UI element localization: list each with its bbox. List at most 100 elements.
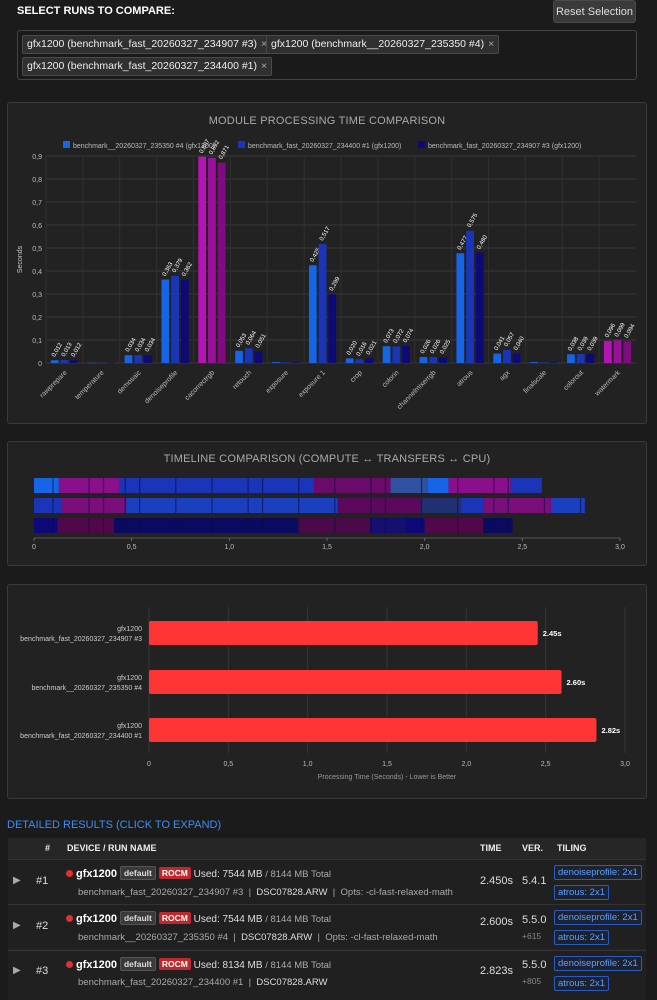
remove-icon[interactable]: × [488,38,495,50]
bar [180,279,189,363]
remove-icon[interactable]: × [261,38,268,50]
timeline-tick [370,478,372,493]
bar [50,360,59,363]
timeline-segment [57,518,115,533]
bar [613,340,622,363]
rocm-badge: ROCM [158,867,191,879]
timeline-tick [457,478,459,493]
bar [217,162,226,363]
timeline-segment [461,498,484,513]
x-tick-label: retouch [232,369,254,391]
timeline-segment [420,498,462,513]
timeline-tick [139,518,141,533]
x-tick-label: 2,0 [461,761,471,768]
timeline-tick [52,498,54,513]
detailed-results-title[interactable]: DETAILED RESULTS (CLICK TO EXPAND) [7,819,222,831]
y-tick-label: 0,7 [32,200,42,207]
timeline-segment [34,478,59,493]
col-header-time: TIME [480,843,502,853]
value-label: 2.60s [567,678,586,687]
timeline-tick [124,518,126,533]
expand-icon[interactable]: ▶ [13,920,21,931]
timeline-tick [102,518,105,533]
timeline-tick [175,478,177,493]
module-chart-panel: MODULE PROCESSING TIME COMPARISON 0 0,1 0,… [7,102,647,424]
table-row[interactable]: ▶ #2 gfx1200 default ROCM Used: 7544 MB / … [8,904,646,949]
device-name: gfx1200 [76,959,117,971]
bar [244,348,253,363]
bar [512,353,521,363]
tiling-badge: atrous: 2x1 [554,976,609,991]
bar [576,354,585,363]
bar [429,357,438,363]
expand-icon[interactable]: ▶ [13,875,21,886]
x-tick-label: agx [498,369,511,382]
timeline-tick [384,498,387,513]
expand-icon[interactable]: ▶ [13,965,21,976]
x-tick-label: atrous [456,369,475,388]
y-tick-label: 0 [38,361,42,368]
x-tick-label: crop [349,369,364,384]
y-tick-label: 0,2 [32,315,42,322]
timeline-tick [211,518,213,533]
y-tick-label: 0,5 [32,246,42,253]
category-label: benchmark_fast_20260327_234907 #3 [20,636,142,643]
timeline-tick [420,478,423,493]
tiling-badge: denoiseprofile: 2x1 [554,865,642,880]
opts: Opts: -cl-fast-relaxed-math [325,932,438,943]
bar [439,357,447,363]
bar [149,718,597,742]
timeline-segment [34,518,58,533]
y-tick-label: 0,3 [32,292,42,299]
bar [419,357,428,363]
device-name: gfx1200 [76,913,117,925]
x-tick-label: 1,5 [322,544,332,551]
remove-icon[interactable]: × [261,60,268,72]
tiling-badge: atrous: 2x1 [554,885,609,900]
bar [466,230,474,363]
timeline-tick [420,498,423,513]
timeline-chart: 0 0,5 1,0 1,5 2,0 2,5 3,0 [32,478,625,551]
x-tick-label: 1,0 [303,761,313,768]
timeline-tick [457,518,459,533]
table-row[interactable]: ▶ #1 gfx1200 default ROCM Used: 7544 MB / … [8,859,646,904]
timeline-segment [126,498,338,513]
timeline-segment [483,498,552,513]
x-tick-label: watermark [593,369,622,398]
timeline-tick [52,518,54,533]
x-tick-label: rawprepare [39,369,69,399]
timeline-tick [139,478,141,493]
data-label: 0,039 [587,335,600,352]
tiling-badge: atrous: 2x1 [554,930,609,945]
run-meta: benchmark_fast_20260327_234907 #3 | DSC0… [78,887,453,898]
tiling-badge: denoiseprofile: 2x1 [554,956,642,971]
bar [208,157,216,363]
memory-total: / 8144 MB Total [262,960,332,971]
bar [539,362,548,363]
y-tick-label: 0,6 [32,223,42,230]
category-label: benchmark_fast_20260327_234400 #1 [20,733,142,740]
table-row[interactable]: ▶ #3 gfx1200 default ROCM Used: 8134 MB / … [8,950,646,1000]
module-bar-chart: 0 0,1 0,2 0,3 0,4 0,5 0,6 0,7 0,8 0,9 Seconds 0,012… [17,138,637,411]
col-header-tiling: TILING [557,843,587,853]
x-tick-label: 3,0 [615,544,625,551]
category-label: gfx1200 [117,723,142,730]
status-dot-icon [66,915,73,922]
timeline-tick [420,518,423,533]
reset-selection-button[interactable]: Reset Selection [553,0,636,23]
select-runs-title: SELECT RUNS TO COMPARE: [17,5,175,17]
version: 5.4.1 [522,875,547,887]
run-selector[interactable]: gfx1200 (benchmark_fast_20260327_234907 … [17,30,637,80]
x-tick-label: temperature [74,369,106,401]
bar [107,362,115,364]
timeline-tick [247,498,249,513]
timeline-segment [369,518,406,533]
category-label: gfx1200 [117,675,142,682]
run-meta: benchmark__20260327_235350 #4 | DSC07828… [78,932,438,943]
value-label: 2.45s [543,629,562,638]
x-tick-label: finalscale [523,369,549,395]
timeline-segment [118,478,314,493]
x-axis-label: Processing Time (Seconds) - Lower is Bet… [318,774,457,781]
timeline-tick [298,518,300,533]
row-number: #2 [36,920,49,932]
